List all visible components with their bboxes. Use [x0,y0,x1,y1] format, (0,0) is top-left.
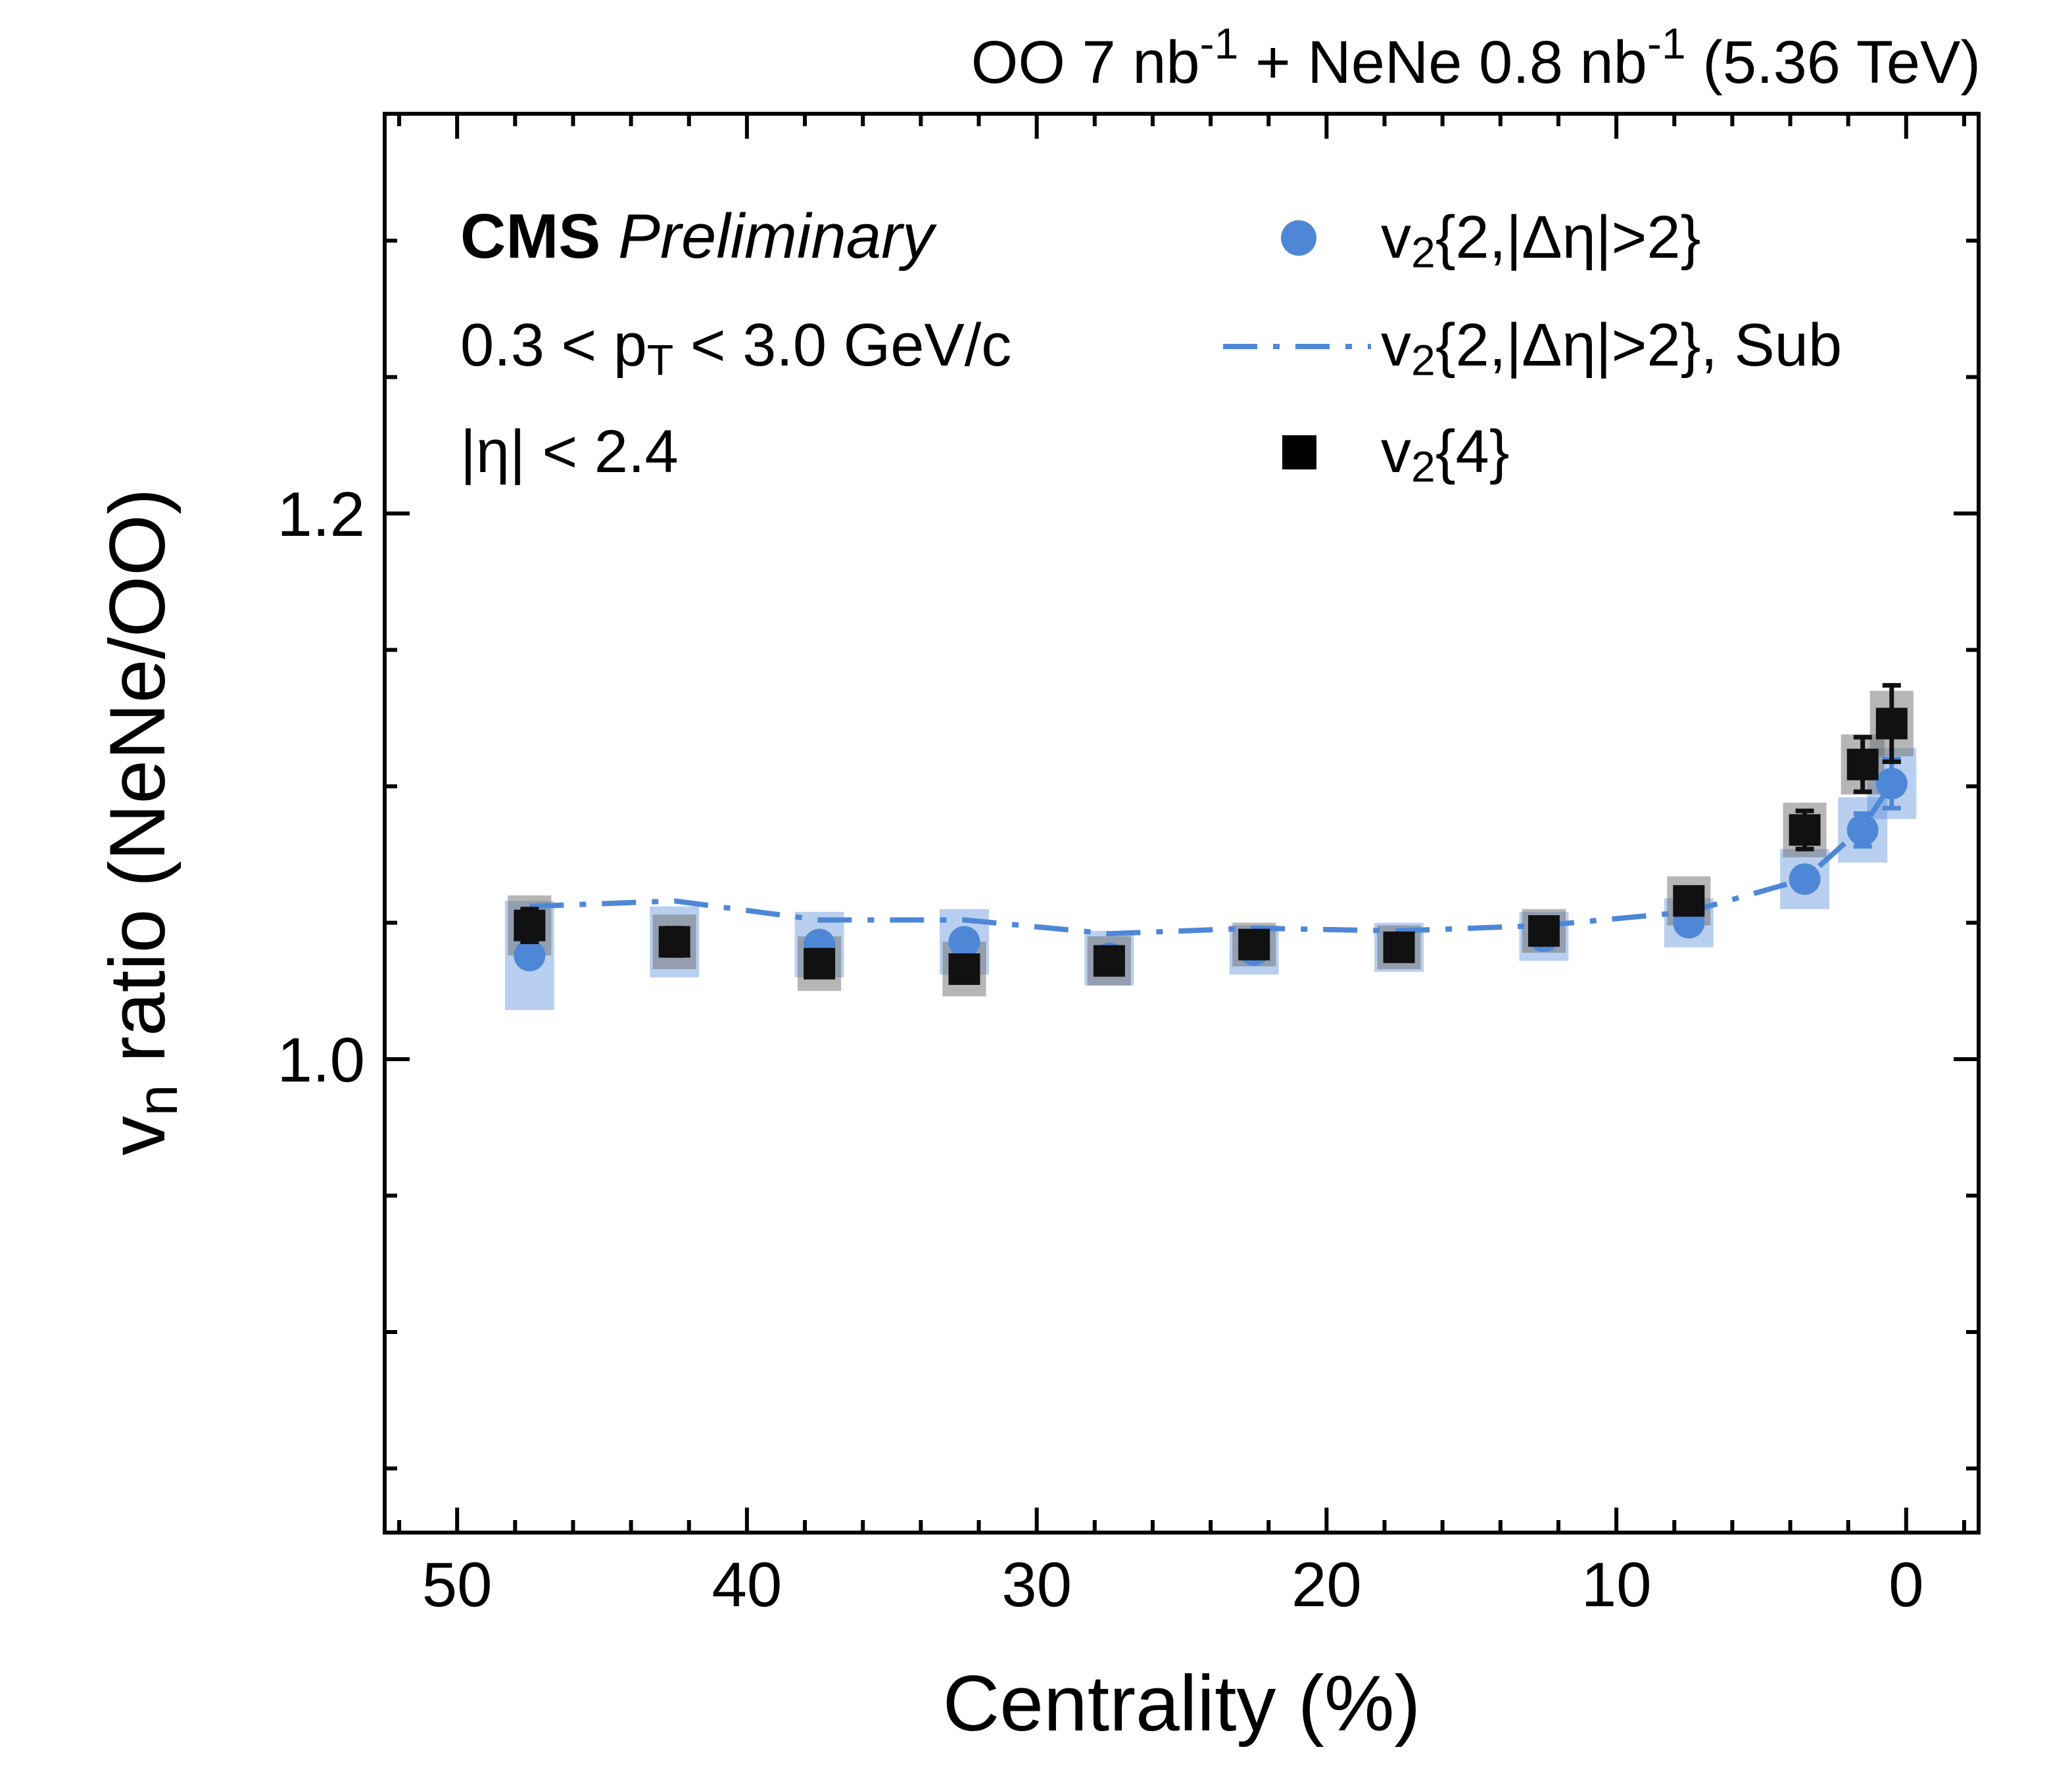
x-tick-label: 0 [1889,1550,1923,1620]
plot-title: OO 7 nb-1 + NeNe 0.8 nb-1 (5.36 TeV) [971,20,1981,96]
data-point-v2-4 [948,953,980,986]
data-point-v2-4 [1789,814,1821,846]
x-tick-label: 30 [1001,1550,1072,1620]
data-point-v2-4 [1238,928,1270,961]
pt-range-label: 0.3 < pT < 3.0 GeV/c [460,312,1011,385]
preliminary-text: Preliminary [618,201,937,272]
data-point-v2-2 [1846,814,1879,846]
eta-range-label: |η| < 2.4 [460,418,679,485]
data-point-v2-4 [658,926,690,958]
data-point-v2-4 [514,909,546,941]
legend-label-v2-2-sub: v2{2,|Δη|>2}, Sub [1381,312,1842,385]
data-point-v2-4 [804,947,836,980]
plot-frame [383,112,1981,1535]
y-tick-label: 1.0 [277,1025,365,1095]
data-point-v2-2 [1875,767,1908,799]
cms-text: CMS [460,201,600,272]
data-point-v2-4 [1528,915,1560,947]
data-point-v2-4 [1875,707,1908,740]
data-point-v2-4 [1673,885,1705,917]
data-marks [504,682,1917,1011]
x-tick-label: 50 [422,1550,493,1620]
data-point-v2-4 [1846,748,1879,780]
legend: v2{2,|Δη|>2} v2{2,|Δη|>2}, Sub v2{4} [1223,204,1842,492]
data-point-v2-2 [948,926,980,958]
x-tick-label: 20 [1291,1550,1362,1620]
data-point-v2-2 [1789,863,1821,895]
data-point-v2-2 [514,940,546,972]
legend-label-v2-4: v2{4} [1381,418,1509,492]
data-point-v2-4 [1093,945,1125,977]
legend-label-v2-2: v2{2,|Δη|>2} [1381,204,1700,277]
legend-marker-square-icon [1282,435,1316,469]
axes: 50 40 30 20 10 0 1.0 1.2 [277,112,1981,1620]
x-tick-label: 40 [712,1550,783,1620]
line-v2-2-sub [529,782,1894,937]
data-point-v2-4 [1383,931,1415,963]
y-tick-label: 1.2 [277,479,365,550]
legend-marker-circle-icon [1281,220,1316,256]
x-tick-label: 10 [1581,1550,1652,1620]
x-axis-title: Centrality (%) [943,1659,1421,1748]
y-axis-title: vn ratio (NeNe/OO) [93,488,189,1156]
cms-label: CMS Preliminary [460,201,937,272]
